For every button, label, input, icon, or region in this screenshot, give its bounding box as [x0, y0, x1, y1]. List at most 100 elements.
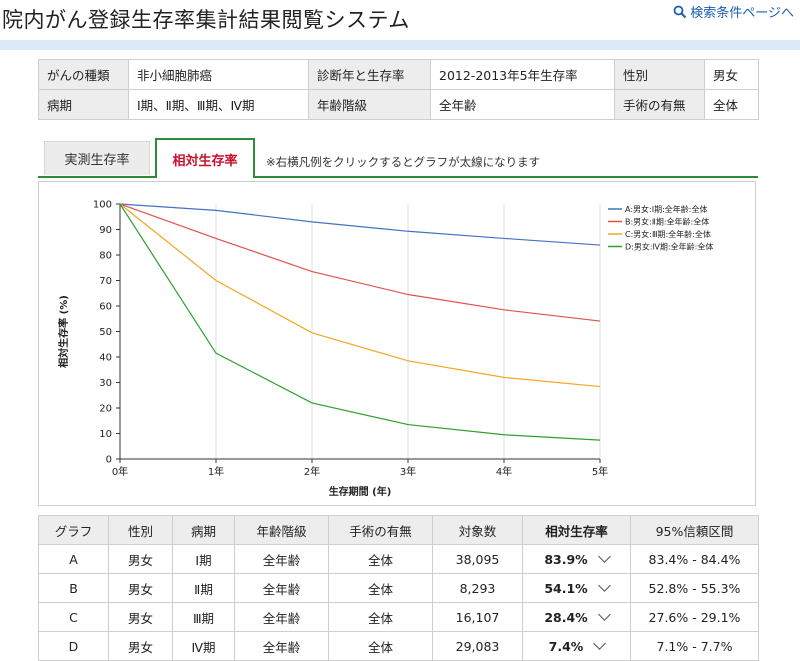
table-row: C 男女 Ⅲ期 全年齢 全体 16,107 28.4% 27.6% - 29.1…: [38, 602, 759, 632]
cell-stage: Ⅱ期: [172, 573, 235, 603]
column-header-age: 年齢階級: [234, 515, 329, 545]
condition-label: 年齢階級: [308, 89, 431, 120]
series-line: [119, 203, 601, 246]
y-tick-label: 0: [106, 455, 112, 466]
legend-hint-note: ※右横凡例をクリックするとグラフが太線になります: [266, 155, 541, 169]
column-header-count: 対象数: [432, 515, 523, 545]
rate-value[interactable]: 7.4%: [548, 638, 584, 654]
table-row: D 男女 Ⅳ期 全年齢 全体 29,083 7.4% 7.1% - 7.7%: [38, 631, 759, 661]
cell-count: 8,293: [432, 573, 523, 603]
legend-entry[interactable]: A:男女:Ⅰ期:全年齢:全体: [625, 204, 707, 214]
cell-relative-survival[interactable]: 83.9%: [522, 544, 631, 574]
legend-entry[interactable]: B:男女:Ⅱ期:全年齢:全体: [625, 217, 709, 227]
cell-surgery: 全体: [328, 602, 433, 632]
y-tick-label: 70: [99, 276, 112, 287]
y-tick-label: 90: [99, 225, 112, 236]
column-header-sex: 性別: [108, 515, 173, 545]
cell-count: 16,107: [432, 602, 523, 632]
column-header-surgery: 手術の有無: [328, 515, 433, 545]
cell-confidence-interval: 27.6% - 29.1%: [630, 602, 759, 632]
conditions-table: がんの種類 非小細胞肺癌 診断年と生存率 2012-2013年5年生存率 性別 …: [38, 59, 759, 120]
condition-value: 全体: [704, 89, 759, 120]
cell-stage: Ⅰ期: [172, 544, 235, 574]
cell-sex: 男女: [108, 602, 173, 632]
cell-surgery: 全体: [328, 631, 433, 661]
cell-age: 全年齢: [234, 544, 329, 574]
x-tick-label: 1年: [208, 465, 224, 478]
rate-value[interactable]: 54.1%: [544, 580, 588, 596]
condition-value: 全年齢: [430, 89, 615, 120]
rate-value[interactable]: 28.4%: [544, 609, 588, 625]
cell-confidence-interval: 52.8% - 55.3%: [630, 573, 759, 603]
cell-sex: 男女: [108, 631, 173, 661]
series-line: [119, 203, 601, 388]
x-tick-label: 0年: [112, 465, 128, 478]
chevron-down-icon[interactable]: [593, 636, 607, 650]
cell-relative-survival[interactable]: 28.4%: [522, 602, 631, 632]
cell-age: 全年齢: [234, 602, 329, 632]
cell-graph: A: [38, 544, 109, 574]
cell-confidence-interval: 83.4% - 84.4%: [630, 544, 759, 574]
table-row: B 男女 Ⅱ期 全年齢 全体 8,293 54.1% 52.8% - 55.3%: [38, 573, 759, 603]
x-tick-label: 3年: [400, 465, 416, 478]
series-line: [119, 203, 601, 441]
condition-label: 性別: [614, 59, 705, 90]
condition-label: がんの種類: [38, 59, 129, 90]
cell-graph: C: [38, 602, 109, 632]
results-table: グラフ 性別 病期 年齢階級 手術の有無 対象数 相対生存率 95%信頼区間 A…: [38, 515, 759, 661]
y-tick-label: 10: [99, 429, 112, 440]
cell-age: 全年齢: [234, 573, 329, 603]
cell-sex: 男女: [108, 544, 173, 574]
legend-entry[interactable]: C:男女:Ⅲ期:全年齢:全体: [625, 229, 711, 239]
search-conditions-link[interactable]: 検索条件ページへ: [673, 2, 794, 21]
header-band: [0, 40, 800, 50]
column-header-confidence-interval: 95%信頼区間: [630, 515, 759, 545]
survival-tabs: 実測生存率 相対生存率 ※右横凡例をクリックするとグラフが太線になります: [38, 138, 758, 178]
y-tick-label: 40: [99, 353, 112, 364]
condition-value: 非小細胞肺癌: [128, 59, 309, 90]
cell-surgery: 全体: [328, 544, 433, 574]
cell-age: 全年齢: [234, 631, 329, 661]
cell-count: 29,083: [432, 631, 523, 661]
cell-confidence-interval: 7.1% - 7.7%: [630, 631, 759, 661]
tab-measured-survival[interactable]: 実測生存率: [44, 141, 150, 175]
condition-label: 病期: [38, 89, 129, 120]
table-row: A 男女 Ⅰ期 全年齢 全体 38,095 83.9% 83.4% - 84.4…: [38, 544, 759, 574]
y-tick-label: 100: [93, 200, 112, 211]
cell-sex: 男女: [108, 573, 173, 603]
page-title: 院内がん登録生存率集計結果閲覧システム: [2, 8, 410, 32]
cell-relative-survival[interactable]: 54.1%: [522, 573, 631, 603]
tab-relative-survival[interactable]: 相対生存率: [155, 138, 255, 178]
y-tick-label: 50: [99, 327, 112, 338]
y-tick-label: 20: [99, 404, 112, 415]
x-tick-label: 2年: [304, 465, 320, 478]
y-tick-label: 60: [99, 302, 112, 313]
cell-stage: Ⅲ期: [172, 602, 235, 632]
cell-stage: Ⅳ期: [172, 631, 235, 661]
column-header-stage: 病期: [172, 515, 235, 545]
chevron-down-icon[interactable]: [597, 578, 611, 592]
condition-value: 男女: [704, 59, 759, 90]
rate-value[interactable]: 83.9%: [544, 551, 588, 567]
results-header-row: グラフ 性別 病期 年齢階級 手術の有無 対象数 相対生存率 95%信頼区間: [38, 515, 759, 545]
x-axis-title: 生存期間 (年): [329, 485, 392, 498]
condition-label: 診断年と生存率: [308, 59, 431, 90]
cell-relative-survival[interactable]: 7.4%: [522, 631, 631, 661]
chart-panel: 0 10 20 30 40 50 60 70 80 90 100 0年 1年 2年 3年 4年 5年 生存期間 (…: [38, 181, 756, 506]
conditions-row: 病期 Ⅰ期、Ⅱ期、Ⅲ期、Ⅳ期 年齢階級 全年齢 手術の有無 全体: [38, 89, 759, 120]
y-axis-title: 相対生存率 (%): [57, 295, 70, 368]
column-header-graph: グラフ: [38, 515, 109, 545]
cell-graph: B: [38, 573, 109, 603]
condition-label: 手術の有無: [614, 89, 705, 120]
legend-entry[interactable]: D:男女:Ⅳ期:全年齢:全体: [625, 242, 713, 252]
cell-count: 38,095: [432, 544, 523, 574]
tab-underline: [38, 176, 758, 178]
chevron-down-icon[interactable]: [597, 607, 611, 621]
chevron-down-icon[interactable]: [597, 549, 611, 563]
search-link-label[interactable]: 検索条件ページへ: [690, 6, 794, 21]
conditions-row: がんの種類 非小細胞肺癌 診断年と生存率 2012-2013年5年生存率 性別 …: [38, 59, 759, 90]
x-tick-label: 5年: [592, 465, 608, 478]
cell-graph: D: [38, 631, 109, 661]
cell-surgery: 全体: [328, 573, 433, 603]
